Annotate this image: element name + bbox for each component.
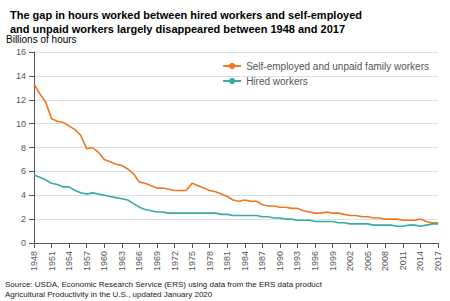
svg-text:The gap in hours worked betwee: The gap in hours worked between hired wo…: [10, 9, 362, 21]
svg-text:12: 12: [16, 95, 26, 105]
svg-text:6: 6: [21, 166, 26, 176]
svg-text:8: 8: [21, 143, 26, 153]
svg-text:1951: 1951: [47, 251, 57, 271]
svg-text:1963: 1963: [117, 251, 127, 271]
svg-text:1954: 1954: [64, 251, 74, 271]
svg-text:Hired workers: Hired workers: [246, 76, 308, 87]
svg-text:14: 14: [16, 71, 26, 81]
svg-text:1960: 1960: [99, 251, 109, 271]
svg-text:2008: 2008: [380, 251, 390, 271]
svg-text:0: 0: [21, 238, 26, 248]
svg-text:and unpaid workers largely dis: and unpaid workers largely disappeared b…: [10, 23, 345, 35]
svg-text:2002: 2002: [345, 251, 355, 271]
svg-text:1990: 1990: [275, 251, 285, 271]
svg-text:1969: 1969: [152, 251, 162, 271]
svg-text:10: 10: [16, 119, 26, 129]
svg-text:1987: 1987: [257, 251, 267, 271]
svg-text:1999: 1999: [328, 251, 338, 271]
svg-text:Billions of hours: Billions of hours: [6, 34, 77, 45]
svg-text:1984: 1984: [240, 251, 250, 271]
svg-text:1957: 1957: [82, 251, 92, 271]
svg-text:1981: 1981: [222, 251, 232, 271]
svg-text:Source: USDA, Economic Researc: Source: USDA, Economic Research Service …: [5, 280, 323, 289]
svg-text:Agricultural Productivity in t: Agricultural Productivity in the U.S., u…: [5, 290, 213, 299]
svg-text:1948: 1948: [29, 251, 39, 271]
svg-text:Self-employed and unpaid famil: Self-employed and unpaid family workers: [246, 61, 429, 72]
svg-text:16: 16: [16, 47, 26, 57]
svg-text:4: 4: [21, 190, 26, 200]
svg-text:2011: 2011: [398, 251, 408, 270]
svg-text:1966: 1966: [134, 251, 144, 271]
svg-text:2014: 2014: [415, 251, 425, 271]
svg-text:2: 2: [21, 214, 26, 224]
svg-text:2005: 2005: [363, 251, 373, 271]
svg-text:1993: 1993: [292, 251, 302, 271]
svg-text:1978: 1978: [205, 251, 215, 271]
svg-text:2017: 2017: [433, 251, 443, 271]
svg-text:1975: 1975: [187, 251, 197, 271]
svg-text:1996: 1996: [310, 251, 320, 271]
svg-text:1972: 1972: [170, 251, 180, 271]
